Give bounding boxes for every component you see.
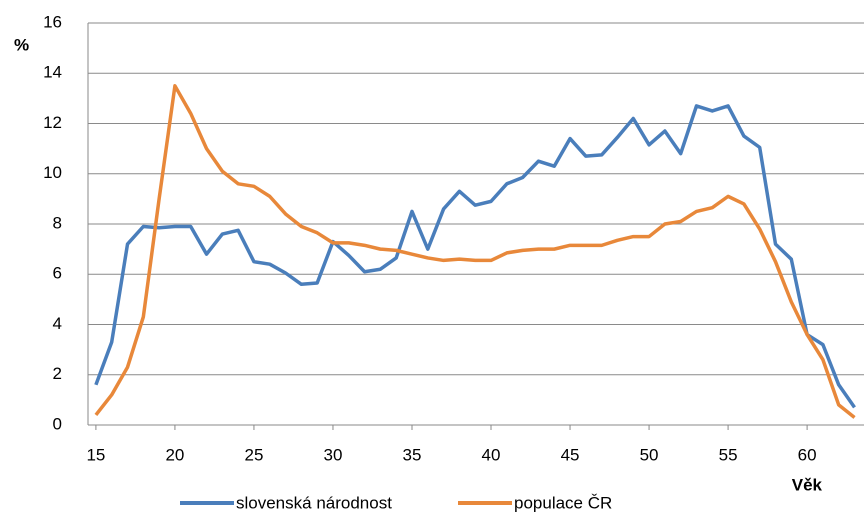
y-tick-label: 6 [53,264,62,283]
x-tick-label: 35 [403,445,422,464]
x-tick-label: 20 [165,445,184,464]
x-axis-label: Věk [792,475,823,494]
x-tick-label: 30 [324,445,343,464]
x-tick-label: 25 [244,445,263,464]
x-tick-label: 40 [482,445,501,464]
series-line [94,84,856,419]
y-tick-label: 14 [43,63,62,82]
series-line [94,104,856,409]
x-tick-label: 55 [719,445,738,464]
y-tick-label: 12 [43,113,62,132]
y-tick-label: 4 [53,314,62,333]
x-tick-label: 60 [798,445,817,464]
legend-label: slovenská národnost [236,493,392,512]
x-tick-label: 15 [86,445,105,464]
y-tick-label: 0 [53,414,62,433]
y-axis-label: % [14,35,29,54]
y-tick-label: 8 [53,213,62,232]
x-tick-label: 50 [640,445,659,464]
y-tick-label: 2 [53,364,62,383]
legend-label: populace ČR [514,493,612,512]
y-tick-label: 10 [43,163,62,182]
x-tick-label: 45 [561,445,580,464]
y-tick-label: 16 [43,12,62,31]
